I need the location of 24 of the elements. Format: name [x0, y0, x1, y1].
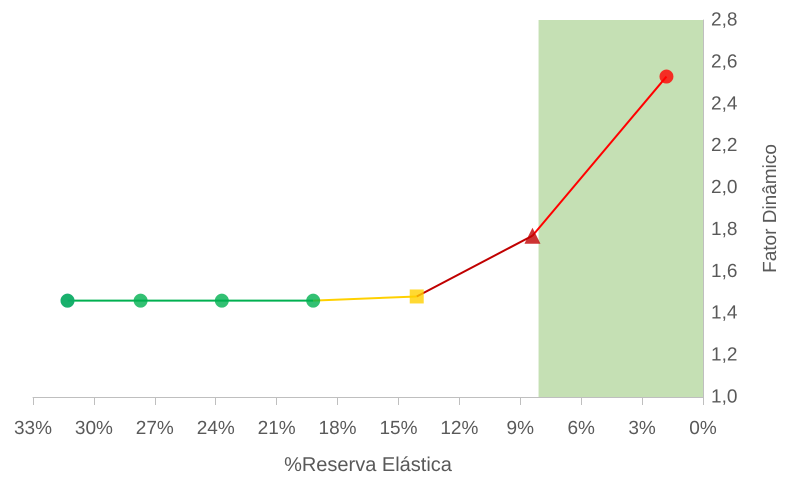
- y-tick-label: 1,2: [711, 344, 738, 366]
- x-tick-label: 12%: [440, 418, 478, 439]
- x-tick-label: 3%: [628, 418, 656, 439]
- y-tick-label: 2,2: [711, 135, 738, 156]
- y-tick-label: 2,0: [711, 177, 738, 198]
- x-tick-label: 15%: [379, 418, 418, 439]
- x-tick-label: 9%: [506, 418, 534, 439]
- x-tick-label: 30%: [74, 418, 114, 439]
- y-tick-label: 2,6: [711, 51, 738, 72]
- y-tick-label: 2,4: [711, 93, 738, 114]
- x-tick-label: 27%: [136, 418, 174, 439]
- x-tick-label: 21%: [258, 418, 296, 439]
- x-tick-label: 33%: [14, 418, 52, 439]
- x-tick-label: 24%: [196, 418, 235, 439]
- y-tick-label: 1,0: [711, 386, 738, 408]
- y-tick-label: 1,8: [711, 218, 738, 240]
- y-axis-title: Fator Dinâmico: [760, 144, 781, 273]
- y-tick-label: 1,6: [711, 260, 738, 282]
- x-axis-title: %Reserva Elástica: [284, 454, 453, 476]
- x-tick-label: 18%: [318, 418, 357, 439]
- x-tick-label: 0%: [689, 418, 717, 439]
- y-tick-label: 1,4: [711, 302, 738, 324]
- y-tick-label: 2,8: [711, 10, 738, 30]
- x-tick-label: 6%: [567, 418, 596, 439]
